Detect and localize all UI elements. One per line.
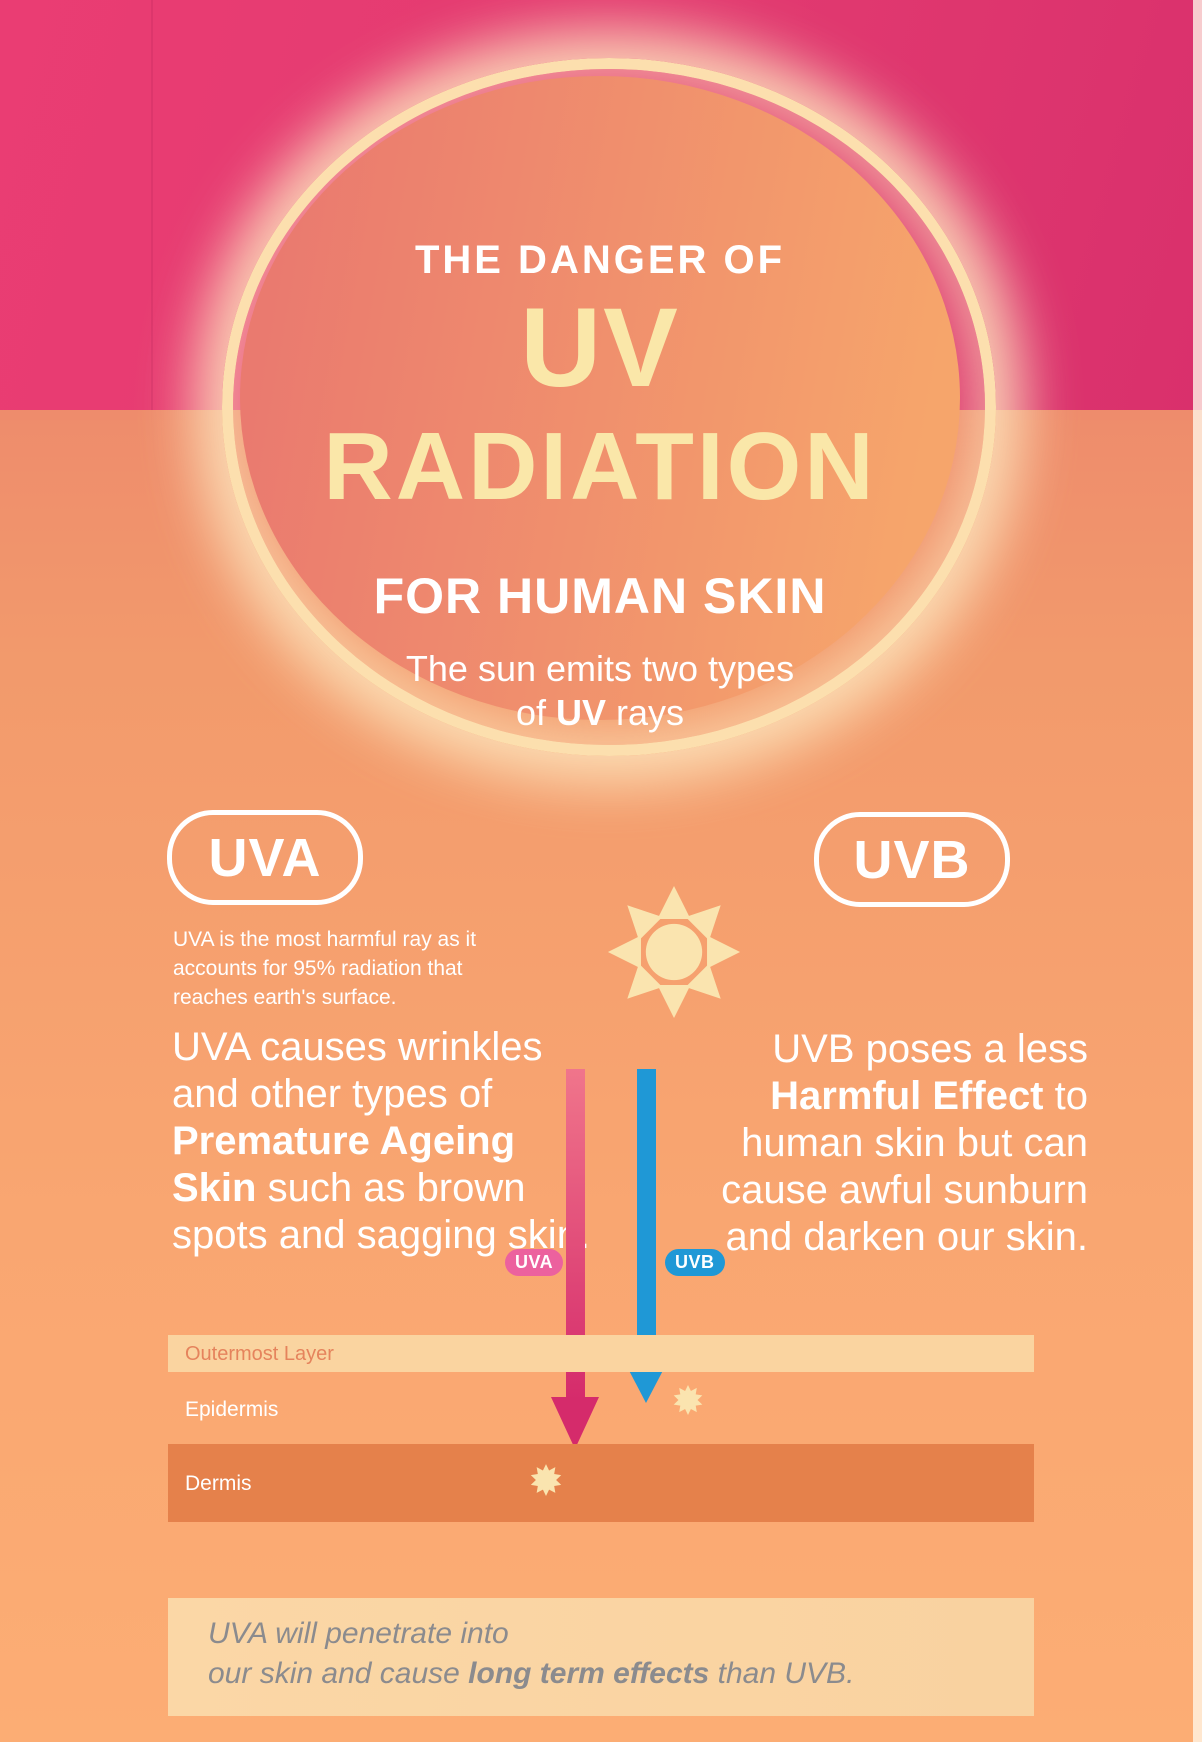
uva-effects-line2: and other types of — [172, 1072, 493, 1116]
uva-description-line3: reaches earth's surface. — [173, 985, 397, 1009]
uvb-effects-line4: cause awful sunburn — [721, 1168, 1088, 1212]
uvb-effects-line5: and darken our skin. — [725, 1215, 1088, 1259]
epidermis-label: Epidermis — [185, 1398, 279, 1421]
title-subtitle: The sun emits two types of UV rays — [260, 647, 940, 735]
title-circle — [240, 76, 960, 720]
uvb-effects-line3: human skin but can — [741, 1121, 1088, 1165]
uvb-arrow-shaft — [637, 1069, 656, 1360]
uva-ray-pill: UVA — [505, 1249, 564, 1276]
title-for-human-skin: FOR HUMAN SKIN — [373, 568, 827, 625]
uva-arrowhead — [551, 1397, 599, 1449]
sun-icon — [607, 885, 741, 1019]
uvb-ray-pill-label: UVB — [675, 1252, 715, 1272]
title-block: THE DANGER OF UV RADIATION FOR HUMAN SKI… — [260, 240, 940, 735]
bottom-note-text: UVA will penetrate into our skin and cau… — [208, 1614, 854, 1694]
title-kicker: THE DANGER OF — [414, 238, 786, 282]
uva-effects-line1: UVA causes wrinkles — [172, 1025, 543, 1069]
starburst-epidermis-icon — [673, 1385, 703, 1415]
header-seam-line — [151, 0, 153, 410]
dermis-band — [168, 1444, 1034, 1522]
title-uv: UV — [520, 285, 680, 410]
uva-description: UVA is the most harmful ray as it accoun… — [173, 926, 593, 1012]
uva-effects-line4-rest: such as brown — [256, 1166, 526, 1210]
subtitle-line2-bold: UV — [556, 691, 607, 733]
title-radiation: RADIATION — [323, 413, 877, 521]
uvb-effects-line2-rest: to — [1043, 1074, 1088, 1118]
uva-description-line1: UVA is the most harmful ray as it — [173, 928, 477, 951]
note-line2-pre: our skin and cause — [208, 1656, 469, 1690]
uva-badge: UVA — [167, 810, 363, 905]
uvb-effects-line2-bold: Harmful Effect — [770, 1074, 1044, 1118]
uvb-badge: UVB — [814, 812, 1010, 907]
uva-effects-line4-bold: Skin — [172, 1166, 257, 1210]
note-line2-post: than UVB. — [709, 1656, 855, 1690]
dermis-label: Dermis — [185, 1472, 252, 1495]
note-line2-bold: long term effects — [468, 1656, 710, 1690]
subtitle-line1: The sun emits two types — [405, 648, 795, 690]
bottom-note-box: UVA will penetrate into our skin and cau… — [168, 1598, 1034, 1716]
uva-effects-text: UVA causes wrinkles and other types of P… — [172, 1024, 592, 1259]
outermost-layer-label: Outermost Layer — [185, 1343, 334, 1365]
note-line1: UVA will penetrate into — [208, 1617, 509, 1650]
title-circle-ring — [222, 58, 996, 756]
subtitle-line2-pre: of — [515, 691, 556, 733]
uvb-effects-text: UVB poses a less Harmful Effect to human… — [640, 1026, 1088, 1261]
uvb-effects-line1: UVB poses a less — [772, 1027, 1088, 1071]
starburst-dermis-icon — [530, 1464, 562, 1496]
uva-effects-line3-bold: Premature Ageing — [172, 1119, 516, 1163]
uvb-ray-pill: UVB — [665, 1249, 725, 1276]
uva-description-line2: accounts for 95% radiation that — [173, 956, 463, 980]
right-edge-strip — [1193, 0, 1202, 1742]
uva-ray-pill-label: UVA — [515, 1252, 554, 1272]
uvb-badge-label: UVB — [853, 829, 971, 890]
uva-arrow-shaft — [566, 1069, 585, 1400]
uva-badge-label: UVA — [208, 827, 322, 888]
outermost-layer-band — [168, 1335, 1034, 1372]
subtitle-line2-post: rays — [606, 691, 685, 733]
